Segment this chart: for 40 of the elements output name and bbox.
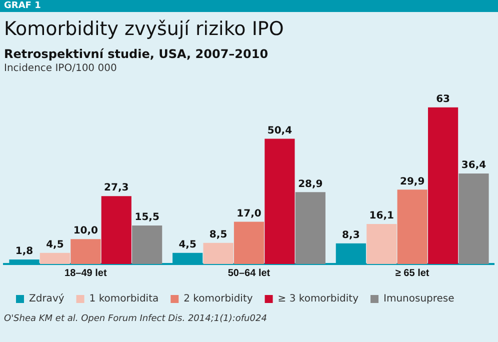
data-label: 17,0 — [236, 208, 262, 220]
data-label: 8,3 — [342, 230, 360, 241]
y-axis-title: Incidence IPO/100 000 — [4, 63, 118, 74]
data-label: 4,5 — [178, 239, 196, 250]
legend-label: Imunosuprese — [384, 294, 454, 305]
bar — [234, 222, 264, 264]
bar — [70, 239, 101, 264]
chart-subtitle: Retrospektivní studie, USA, 2007–2010 — [4, 47, 270, 61]
x-tick-label: 18–49 let — [64, 268, 108, 279]
data-label: 36,4 — [461, 160, 486, 172]
text: GRAF 1 — [0, 0, 498, 12]
legend-label: ≥ 3 komorbidity — [278, 294, 359, 305]
bar — [203, 242, 234, 264]
legend-label: Zdravý — [29, 294, 64, 305]
bar — [428, 107, 458, 264]
bar — [458, 174, 489, 264]
data-label: 29,9 — [400, 176, 425, 188]
bar — [366, 224, 397, 264]
legend-label: 1 komorbidita — [89, 294, 159, 305]
data-label: 15,5 — [134, 212, 160, 224]
data-label: 16,1 — [369, 210, 394, 222]
data-label: 50,4 — [267, 125, 292, 136]
data-label: 4,5 — [46, 239, 64, 250]
bar — [40, 252, 70, 264]
bar — [132, 225, 162, 264]
bar — [101, 196, 132, 264]
chart-title: Komorbidity zvyšují riziko IPO — [4, 18, 285, 40]
text: O'Shea KM et al. Open Forum Infect Dis. 2014;1(1):ofu024 — [4, 314, 268, 324]
bar — [295, 192, 326, 264]
data-label: 27,3 — [104, 182, 129, 194]
data-label: 63 — [436, 94, 450, 105]
data-label: 10,0 — [73, 226, 98, 237]
legend-label: 2 komorbidity — [184, 294, 253, 305]
x-tick-label: ≥ 65 let — [395, 268, 430, 279]
data-label: 28,9 — [298, 178, 323, 190]
data-label: 1,8 — [15, 246, 34, 258]
bar — [264, 138, 295, 264]
data-label: 8,5 — [209, 229, 228, 240]
x-tick-label: 50–64 let — [228, 268, 271, 279]
bar — [397, 190, 428, 264]
